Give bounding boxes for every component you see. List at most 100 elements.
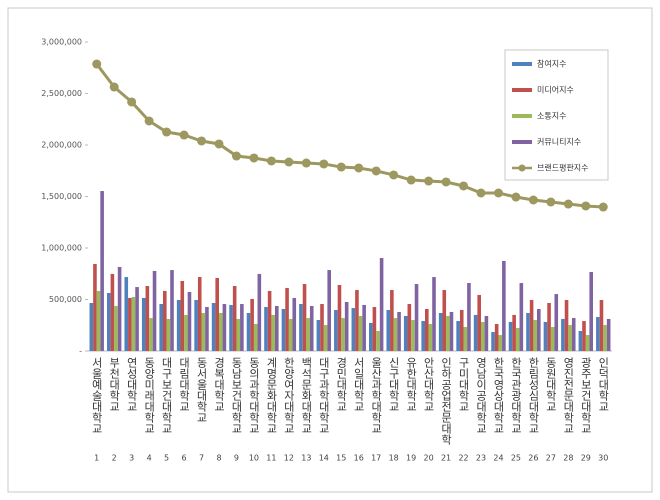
bar <box>606 318 611 351</box>
legend-swatch <box>518 164 526 172</box>
rank-label: 13 <box>301 454 311 463</box>
line-marker <box>598 202 608 212</box>
bar <box>285 287 289 351</box>
bar <box>414 284 419 351</box>
bar <box>323 325 328 351</box>
bar <box>257 273 262 351</box>
line-marker <box>424 176 434 186</box>
legend-swatch <box>512 88 532 92</box>
bar <box>117 266 122 351</box>
rank-label: 10 <box>249 454 259 463</box>
bar <box>306 318 310 351</box>
x-tick-label: 한양여자대학교 <box>282 357 295 434</box>
bar <box>176 300 181 351</box>
y-tick-label: 2,000,000 <box>41 141 82 150</box>
bar <box>372 307 377 351</box>
bar <box>484 315 489 351</box>
bar <box>554 294 559 351</box>
line-marker <box>476 188 486 198</box>
bar <box>599 300 604 351</box>
bar <box>376 331 380 351</box>
x-tick-label: 계명문화대학교 <box>265 357 278 434</box>
legend-label: 미디어지수 <box>537 85 574 95</box>
legend-swatch <box>512 62 532 66</box>
line-marker <box>441 177 451 187</box>
line-marker <box>563 199 573 209</box>
bar <box>89 303 94 351</box>
rank-label: 22 <box>458 454 468 463</box>
bar <box>537 308 541 351</box>
line-marker <box>301 158 311 168</box>
x-tick-label: 서일대학교 <box>352 357 365 412</box>
bar <box>512 314 516 351</box>
bar <box>159 304 163 351</box>
bar <box>498 335 503 351</box>
bar <box>281 308 286 351</box>
bar <box>585 335 590 351</box>
rank-label: 15 <box>336 454 346 463</box>
rank-label: 9 <box>234 454 239 463</box>
bar <box>596 317 600 351</box>
bar <box>246 312 251 351</box>
bar <box>334 310 338 351</box>
bar <box>215 277 219 351</box>
x-tick-label: 연성대학교 <box>125 357 138 412</box>
rank-label: 12 <box>284 454 294 463</box>
line-marker <box>284 157 294 167</box>
legend-label: 참여지수 <box>537 59 566 69</box>
line-marker <box>546 197 556 207</box>
bar <box>491 332 495 351</box>
bar <box>561 318 565 351</box>
y-tick-label: 2,500,000 <box>41 89 82 98</box>
bar <box>337 284 342 351</box>
bar <box>180 280 185 351</box>
bar <box>288 318 293 351</box>
bar <box>292 297 297 351</box>
bar <box>508 321 513 351</box>
rank-label: 26 <box>528 454 538 463</box>
bar <box>438 312 443 351</box>
bar <box>110 273 115 351</box>
x-tick-label: 대구보건대학교 <box>160 357 173 434</box>
bar <box>271 314 275 351</box>
bar <box>253 324 258 351</box>
rank-label: 5 <box>164 454 169 463</box>
bar <box>275 305 279 351</box>
x-tick-label: 대림대학교 <box>178 357 191 412</box>
x-tick-label: 동원대학교 <box>544 357 557 412</box>
line-marker <box>214 139 224 149</box>
line-marker <box>406 175 416 185</box>
line-marker <box>336 162 346 172</box>
line-marker <box>249 153 259 163</box>
x-tick-label: 유한대학교 <box>405 357 418 412</box>
bar <box>320 304 324 351</box>
bar <box>201 312 206 351</box>
bar <box>463 327 468 351</box>
bar <box>222 304 227 351</box>
line-marker <box>127 97 137 107</box>
bar <box>264 307 268 351</box>
bar <box>299 304 303 351</box>
x-tick-label: 인하공업전문대학 <box>440 357 453 445</box>
bar <box>187 291 192 351</box>
x-tick-label: 동의과학대학교 <box>247 357 260 434</box>
x-tick-label: 부천대학교 <box>108 357 121 412</box>
x-tick-label: 안산대학교 <box>422 357 435 412</box>
bar <box>267 290 272 351</box>
rank-label: 14 <box>319 454 329 463</box>
bar <box>96 290 101 351</box>
x-tick-label: 영진전문대학교 <box>562 357 575 434</box>
rank-label: 6 <box>182 454 187 463</box>
bar <box>397 311 401 351</box>
rank-label: 3 <box>129 454 134 463</box>
bar <box>477 294 481 351</box>
legend-label: 커뮤니티지수 <box>537 137 581 147</box>
bar <box>529 300 534 351</box>
bar <box>341 318 345 351</box>
bar <box>135 287 139 351</box>
bar <box>449 311 454 351</box>
bar <box>369 322 373 351</box>
x-tick-label: 울산과학대학교 <box>370 357 383 434</box>
line-marker <box>266 156 276 166</box>
